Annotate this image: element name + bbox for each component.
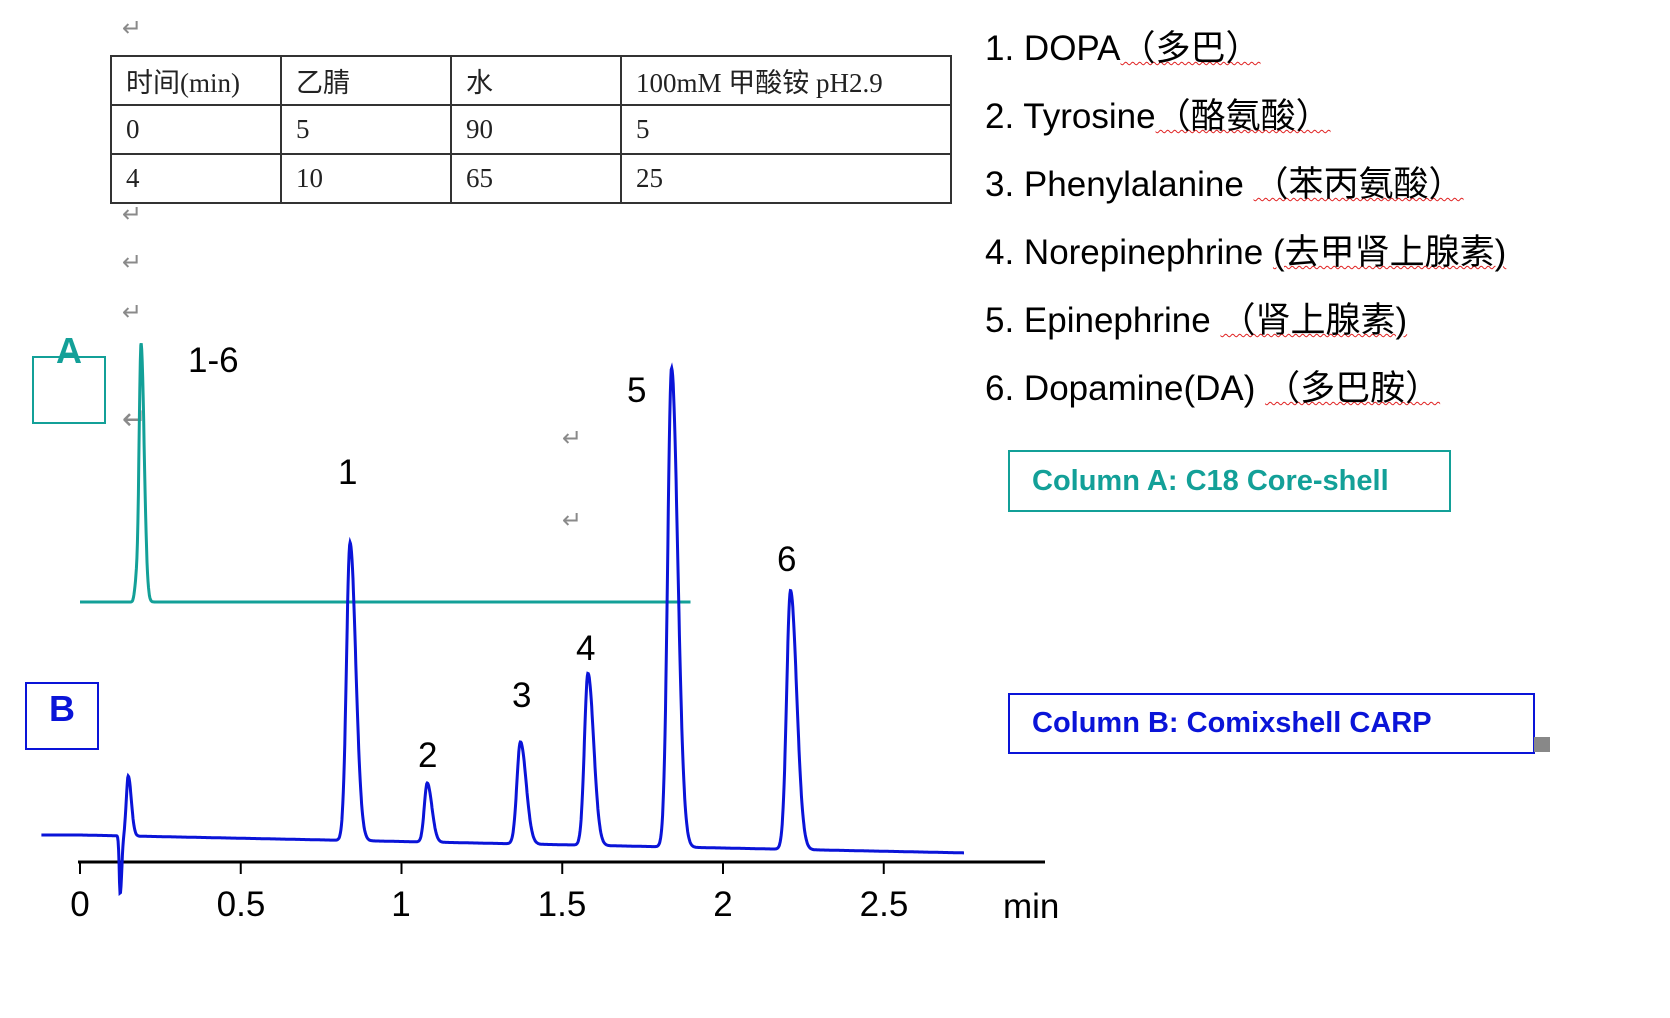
x-tick-label: 0.5 xyxy=(216,885,266,924)
compound-item: 3. Phenylalanine （苯丙氨酸） xyxy=(985,156,1464,207)
cell: 25 xyxy=(620,153,952,204)
cell: 10 xyxy=(280,153,452,204)
compound-cn: （多巴胺） xyxy=(1265,369,1441,408)
trace-a-box xyxy=(32,356,106,424)
cell: 5 xyxy=(620,104,952,155)
cell: 90 xyxy=(450,104,622,155)
cell: 5 xyxy=(280,104,452,155)
gradient-table: 时间(min) 乙腈 水 100mM 甲酸铵 pH2.9 0 5 90 5 4 … xyxy=(110,55,952,204)
column-b-label: Column B: Comixshell CARP xyxy=(1032,707,1432,739)
column-a-label: Column A: C18 Core-shell xyxy=(1032,464,1389,497)
x-tick-label: 1 xyxy=(391,885,411,924)
compound-item: 6. Dopamine(DA) （多巴胺） xyxy=(985,360,1440,411)
compound-item: 4. Norepinephrine (去甲肾上腺素) xyxy=(985,224,1506,275)
header-acetonitrile: 乙腈 xyxy=(280,55,452,106)
compound-cn: （酪氨酸） xyxy=(1155,97,1331,136)
cell: 4 xyxy=(110,153,282,204)
header-time: 时间(min) xyxy=(110,55,282,106)
table-header-row: 时间(min) 乙腈 水 100mM 甲酸铵 pH2.9 xyxy=(110,55,952,106)
peak-label-a: 1-6 xyxy=(188,341,239,380)
trace-b-line xyxy=(41,362,964,897)
compound-name: 5. Epinephrine xyxy=(985,301,1221,340)
header-ammonium-formate: 100mM 甲酸铵 pH2.9 xyxy=(620,55,952,106)
resize-handle[interactable] xyxy=(1534,737,1550,752)
peak-label: 1 xyxy=(338,453,358,492)
compound-cn: (去甲肾上腺素) xyxy=(1272,233,1507,272)
column-b-legend: Column B: Comixshell CARP xyxy=(1008,693,1535,754)
x-axis-label: min xyxy=(1003,887,1060,926)
table-row: 4 10 65 25 xyxy=(110,153,952,204)
paragraph-mark: ↵ xyxy=(122,14,143,42)
x-tick-label: 0 xyxy=(70,885,90,924)
trace-b-box: B xyxy=(25,682,99,750)
trace-a-line xyxy=(80,342,691,604)
x-tick-label: 2.5 xyxy=(859,885,909,924)
paragraph-mark: ↵ xyxy=(122,200,143,228)
compound-name: 6. Dopamine(DA) xyxy=(985,369,1266,408)
compound-name: 1. DOPA xyxy=(985,29,1121,68)
peak-label: 5 xyxy=(627,371,647,410)
peak-label: 4 xyxy=(576,629,596,668)
paragraph-mark: ↵ xyxy=(122,298,143,326)
compound-name: 4. Norepinephrine xyxy=(985,233,1273,272)
paragraph-mark: ↵ xyxy=(122,248,143,276)
compound-cn: （苯丙氨酸） xyxy=(1253,165,1464,204)
peak-label: 6 xyxy=(777,540,797,579)
compound-name: 2. Tyrosine xyxy=(985,97,1156,136)
trace-b-tag: B xyxy=(49,688,75,729)
cell: 65 xyxy=(450,153,622,204)
compound-name: 3. Phenylalanine xyxy=(985,165,1254,204)
cell: 0 xyxy=(110,104,282,155)
header-water: 水 xyxy=(450,55,622,106)
column-a-legend: Column A: C18 Core-shell xyxy=(1008,450,1451,512)
compound-cn: （肾上腺素) xyxy=(1220,301,1408,340)
paragraph-mark: ↵ xyxy=(562,506,583,534)
table-row: 0 5 90 5 xyxy=(110,104,952,155)
x-tick-label: 2 xyxy=(713,885,733,924)
compound-cn: （多巴） xyxy=(1120,29,1261,68)
peak-label: 3 xyxy=(512,676,532,715)
paragraph-mark: ↵ xyxy=(562,424,583,452)
trace-a-tag: A xyxy=(56,330,82,371)
compound-item: 5. Epinephrine （肾上腺素) xyxy=(985,292,1407,343)
compound-item: 2. Tyrosine（酪氨酸） xyxy=(985,88,1331,139)
x-tick-label: 1.5 xyxy=(537,885,587,924)
compound-item: 1. DOPA（多巴） xyxy=(985,20,1261,71)
peak-label: 2 xyxy=(418,736,438,775)
